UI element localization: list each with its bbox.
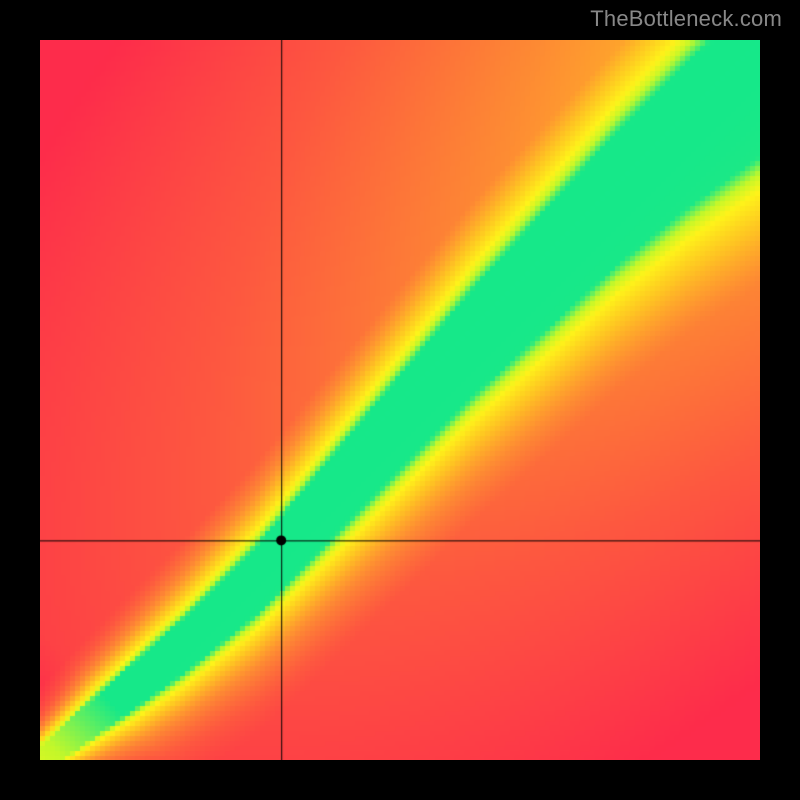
watermark-text: TheBottleneck.com: [590, 6, 782, 32]
bottleneck-heatmap: [40, 40, 760, 760]
heatmap-container: [40, 40, 760, 760]
